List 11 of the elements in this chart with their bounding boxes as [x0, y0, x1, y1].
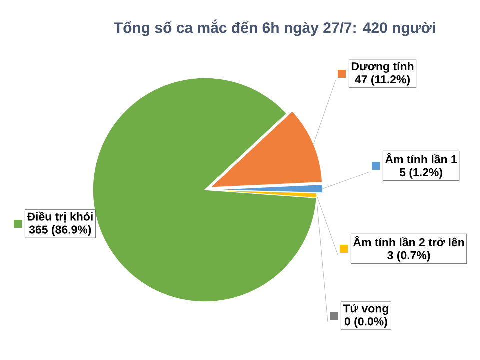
data-label: 5 (1.2%) [400, 168, 442, 179]
chart-title: Tổng số ca mắc đến 6h ngày 27/7: 420 người [114, 20, 436, 36]
legend-label: Âm tính lần 2 trở lên [353, 236, 464, 247]
legend-label: Điều trị khỏi [27, 212, 93, 223]
data-label: 47 (11.2%) [355, 75, 410, 86]
text: 0 (0.0%) [344, 317, 388, 328]
data-label: 3 (0.7%) [388, 251, 430, 262]
legend-label: Dương tính [352, 62, 414, 73]
legend-label: Tử vong [343, 304, 388, 316]
data-label: 365 (86.9%) [29, 225, 92, 236]
legend-label: Âm tính lần 1 [385, 153, 458, 164]
